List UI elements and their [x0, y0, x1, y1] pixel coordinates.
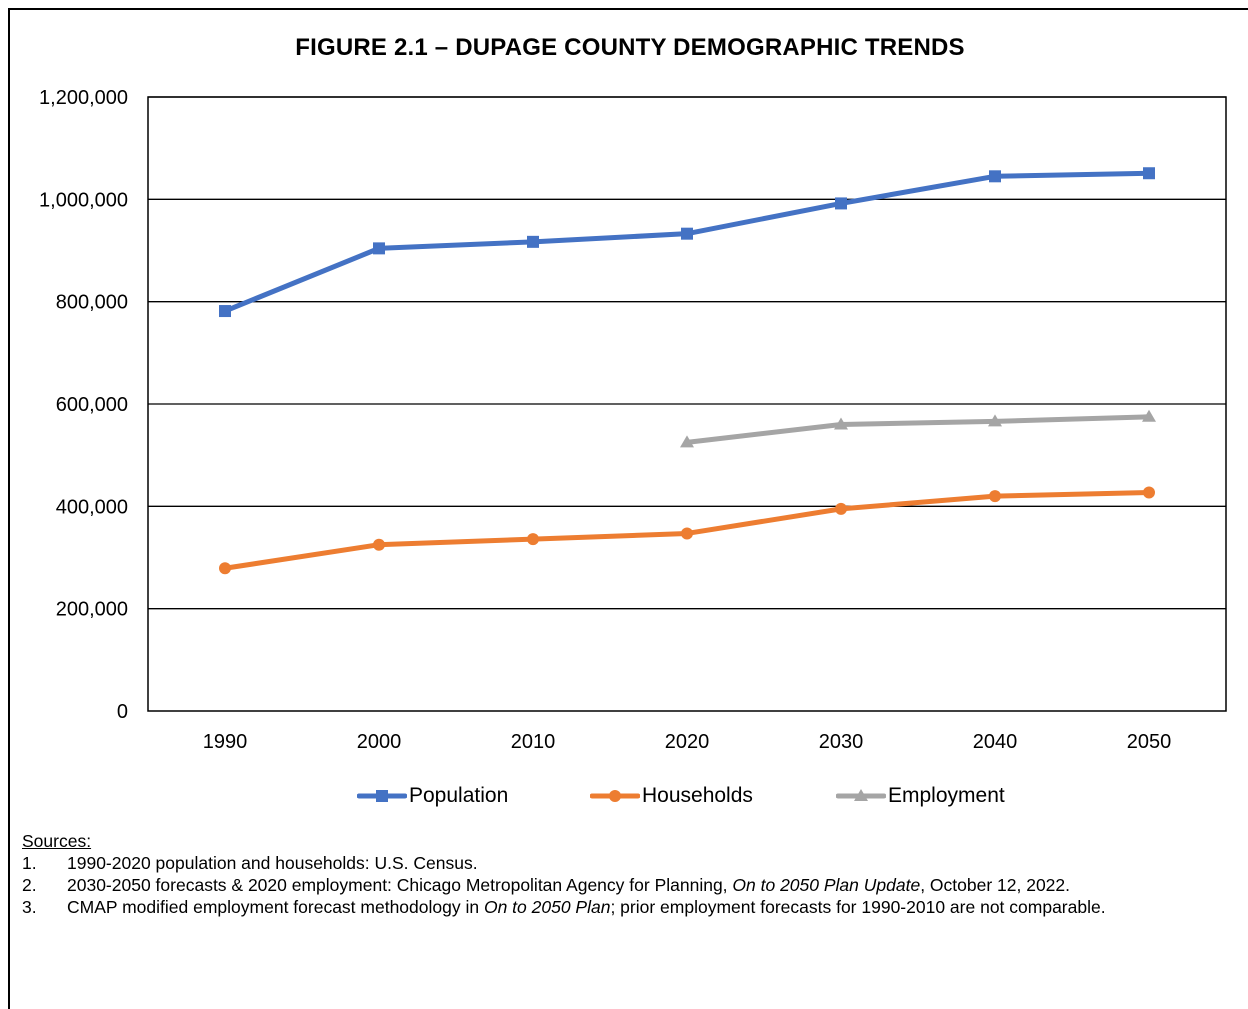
legend-item-population: Population	[357, 782, 508, 810]
legend-swatch-employment	[836, 789, 886, 801]
x-tick-label: 2030	[819, 731, 864, 753]
employment-point	[988, 414, 1002, 427]
source-note-text: 2030-2050 forecasts & 2020 employment: C…	[67, 875, 1071, 895]
y-tick-label: 600,000	[56, 394, 128, 416]
employment-point	[1142, 409, 1156, 422]
population-point	[373, 242, 385, 255]
legend-item-households: Households	[590, 782, 753, 810]
households-point	[373, 538, 385, 551]
source-note: 3. CMAP modified employment forecast meth…	[22, 896, 1234, 918]
employment-point	[680, 435, 694, 448]
y-tick-label: 1,000,000	[39, 189, 128, 211]
source-note-text: CMAP modified employment forecast method…	[67, 897, 1106, 917]
source-note-number: 2.	[22, 875, 37, 895]
plot-area-border	[147, 96, 1227, 712]
source-note-number: 3.	[22, 897, 37, 917]
sources-heading: Sources:	[22, 831, 92, 851]
population-point	[835, 197, 847, 210]
x-tick-label: 2050	[1127, 731, 1172, 753]
y-tick-label: 200,000	[56, 599, 128, 621]
legend-item-employment: Employment	[836, 782, 1005, 810]
y-tick-label: 800,000	[56, 292, 128, 314]
households-point	[681, 527, 693, 540]
chart-title: FIGURE 2.1 – DUPAGE COUNTY DEMOGRAPHIC T…	[295, 34, 965, 61]
chart-legend: Population Households Employment	[0, 782, 1248, 812]
households-point	[989, 490, 1001, 503]
population-point	[527, 235, 539, 248]
households-point	[835, 502, 847, 515]
population-point	[1143, 167, 1155, 180]
x-tick-label: 1990	[203, 731, 248, 753]
source-note-number: 1.	[22, 853, 37, 873]
x-tick-label: 2010	[511, 731, 556, 753]
population-line	[222, 170, 1152, 314]
frame-left-border	[8, 8, 10, 1009]
source-note: 2. 2030-2050 forecasts & 2020 employment:…	[22, 874, 1234, 896]
employment-point	[834, 417, 848, 430]
population-point	[219, 305, 231, 318]
employment-line	[684, 414, 1152, 445]
line-chart: 0 200,000 400,000 600,000 800,000 1,000,000 1,…	[39, 87, 1227, 753]
y-tick-label: 1,200,000	[39, 87, 128, 109]
source-note-text: 1990-2020 population and households: U.S…	[67, 853, 478, 873]
population-point	[681, 227, 693, 240]
households-point	[527, 533, 539, 546]
sources-notes: 1. 1990-2020 population and households: U…	[22, 852, 1234, 918]
legend-label: Population	[409, 784, 509, 807]
legend-label: Households	[642, 784, 753, 807]
sources-section: Sources: 1. 1990-2020 population and hous…	[22, 830, 1234, 918]
x-tick-label: 2000	[357, 731, 402, 753]
x-tick-label: 2040	[973, 731, 1018, 753]
x-tick-label: 2020	[665, 731, 710, 753]
legend-label: Employment	[888, 784, 1005, 807]
frame-top-border	[8, 8, 1248, 10]
legend-swatch-population	[357, 790, 407, 802]
y-tick-label: 0	[117, 701, 128, 723]
source-note: 1. 1990-2020 population and households: U…	[22, 852, 1234, 874]
legend-swatch-households	[590, 790, 640, 802]
population-point	[989, 170, 1001, 183]
y-tick-label: 400,000	[56, 496, 128, 518]
households-point	[1143, 486, 1155, 499]
households-point	[219, 562, 231, 575]
